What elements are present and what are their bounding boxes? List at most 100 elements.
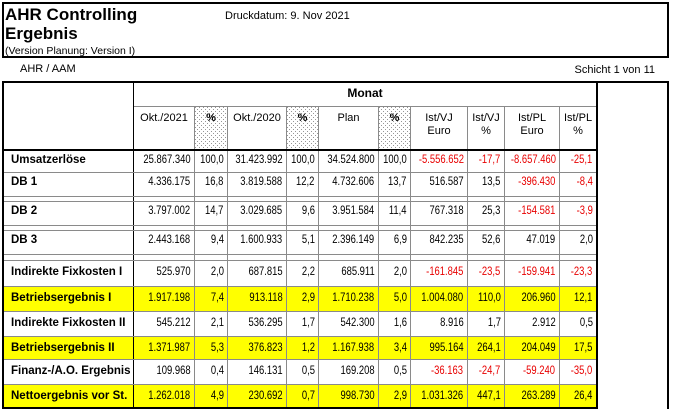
- spacer-cell: [319, 255, 379, 260]
- cell-value: 12,1: [574, 292, 593, 304]
- right-margin-box: [598, 81, 669, 409]
- row-label: DB 1: [4, 173, 134, 196]
- subheader-line: AHR / AAM Schicht 1 von 11: [0, 63, 673, 79]
- cell-value: 1.371.987: [148, 342, 191, 354]
- cell-value: 12,2: [296, 176, 315, 188]
- spacer-cell: [287, 226, 319, 230]
- column-header-okt-2021: Okt./2021: [134, 107, 195, 149]
- cell-ist-vj-pct: -23,5: [468, 261, 505, 286]
- spacer-cell: [468, 197, 505, 201]
- table-row-r10: Nettoergebnis vor St. 1.262.018 4,9 230.…: [4, 385, 596, 409]
- cell-ist-pl-euro: 206.960: [505, 287, 560, 311]
- spacer-cell: [560, 226, 596, 230]
- cell-value: 2,2: [301, 266, 315, 278]
- spacer-cell: [134, 255, 195, 260]
- spacer-cell: [468, 255, 505, 260]
- cell-value: 1.710.238: [332, 292, 375, 304]
- cell-value: 146.131: [248, 365, 283, 377]
- cell-value: 447,1: [476, 390, 501, 402]
- cell-ist-vj-euro: 995.164: [411, 337, 468, 359]
- cell-okt-2020: 536.295: [228, 312, 287, 336]
- cell-plan: 685.911: [319, 261, 379, 286]
- spacer-cell: [134, 226, 195, 230]
- table-row-r5: Indirekte Fixkosten I 525.970 2,0 687.81…: [4, 261, 596, 287]
- cell-pct-plan: 5,0: [379, 287, 411, 311]
- cell-okt-2021: 1.371.987: [134, 337, 195, 359]
- cell-ist-vj-euro: 1.004.080: [411, 287, 468, 311]
- cell-pct-2020: 0,5: [287, 360, 319, 384]
- cell-value: 516.587: [429, 176, 464, 188]
- cell-value: 1.167.938: [332, 342, 375, 354]
- cell-pct-2021: 9,4: [195, 231, 228, 254]
- cell-ist-vj-pct: 264,1: [468, 337, 505, 359]
- table-row-r2: DB 1 4.336.175 16,8 3.819.588 12,2 4.732…: [4, 173, 596, 197]
- table-row-r9: Finanz-/A.O. Ergebnis 109.968 0,4 146.13…: [4, 360, 596, 385]
- cell-value: 998.730: [340, 390, 375, 402]
- table-row-r3: DB 2 3.797.002 14,7 3.029.685 9,6 3.951.…: [4, 202, 596, 226]
- cell-value: 536.295: [248, 317, 283, 329]
- report-title: AHR Controlling Ergebnis: [5, 5, 138, 43]
- cell-value: 4,9: [210, 390, 224, 402]
- cell-value: 26,4: [574, 390, 593, 402]
- cell-value: 9,6: [301, 205, 315, 217]
- column-header-ist-vj-euro: Ist/VJ Euro: [411, 107, 468, 149]
- spacer-cell: [287, 197, 319, 201]
- cell-plan: 4.732.606: [319, 173, 379, 196]
- row-label: Nettoergebnis vor St.: [4, 385, 134, 407]
- table-row-r8: Betriebsergebnis II 1.371.987 5,3 376.82…: [4, 337, 596, 360]
- cell-pct-plan: 1,6: [379, 312, 411, 336]
- cell-ist-vj-pct: 1,7: [468, 312, 505, 336]
- cell-ist-pl-pct: -23,3: [560, 261, 596, 286]
- cell-value: 52,6: [482, 234, 501, 246]
- cell-okt-2020: 913.118: [228, 287, 287, 311]
- cell-value: 5,3: [210, 342, 224, 354]
- cell-ist-vj-euro: -36.163: [411, 360, 468, 384]
- cell-pct-2021: 2,0: [195, 261, 228, 286]
- spacer-cell: [319, 226, 379, 230]
- cell-okt-2021: 25.867.340: [134, 151, 195, 172]
- cell-ist-pl-pct: -8,4: [560, 173, 596, 196]
- spacer-label-cell: [4, 226, 134, 230]
- cell-pct-plan: 2,9: [379, 385, 411, 407]
- cell-plan: 542.300: [319, 312, 379, 336]
- cell-ist-vj-pct: 447,1: [468, 385, 505, 407]
- cell-value: 100,0: [199, 154, 224, 166]
- cell-pct-2021: 16,8: [195, 173, 228, 196]
- spacer-cell: [379, 197, 411, 201]
- spacer-cell: [195, 255, 228, 260]
- spacer-cell: [228, 255, 287, 260]
- cell-pct-plan: 13,7: [379, 173, 411, 196]
- cell-ist-vj-euro: 516.587: [411, 173, 468, 196]
- row-label: Finanz-/A.O. Ergebnis: [4, 360, 134, 384]
- cell-pct-2021: 5,3: [195, 337, 228, 359]
- cell-value: 230.692: [248, 390, 283, 402]
- cell-ist-pl-pct: 12,1: [560, 287, 596, 311]
- cell-pct-2020: 1,2: [287, 337, 319, 359]
- cell-okt-2020: 31.423.992: [228, 151, 287, 172]
- cell-value: 3.797.002: [148, 205, 191, 217]
- cell-pct-2020: 100,0: [287, 151, 319, 172]
- cell-okt-2020: 146.131: [228, 360, 287, 384]
- cell-ist-pl-euro: -8.657.460: [505, 151, 560, 172]
- cell-pct-2021: 14,7: [195, 202, 228, 225]
- cell-value: -24,7: [479, 365, 501, 377]
- cell-okt-2021: 1.917.198: [134, 287, 195, 311]
- cell-value: -161.845: [426, 266, 464, 278]
- column-header-pct-2021: %: [195, 107, 228, 149]
- spacer-cell: [195, 226, 228, 230]
- cell-value: 0,4: [210, 365, 224, 377]
- spacer-cell: [505, 197, 560, 201]
- spacer-cell: [411, 226, 468, 230]
- cell-value: 8.916: [439, 317, 464, 329]
- cell-value: 109.968: [156, 365, 191, 377]
- spacer-row: [4, 197, 596, 202]
- cell-value: -59.240: [523, 365, 556, 377]
- cell-value: 1.004.080: [421, 292, 464, 304]
- cell-value: -8,4: [576, 176, 593, 188]
- cell-ist-pl-pct: 0,5: [560, 312, 596, 336]
- spacer-cell: [228, 226, 287, 230]
- cell-ist-pl-pct: 17,5: [560, 337, 596, 359]
- cell-pct-2020: 9,6: [287, 202, 319, 225]
- cell-value: 995.164: [429, 342, 464, 354]
- cell-ist-vj-euro: 842.235: [411, 231, 468, 254]
